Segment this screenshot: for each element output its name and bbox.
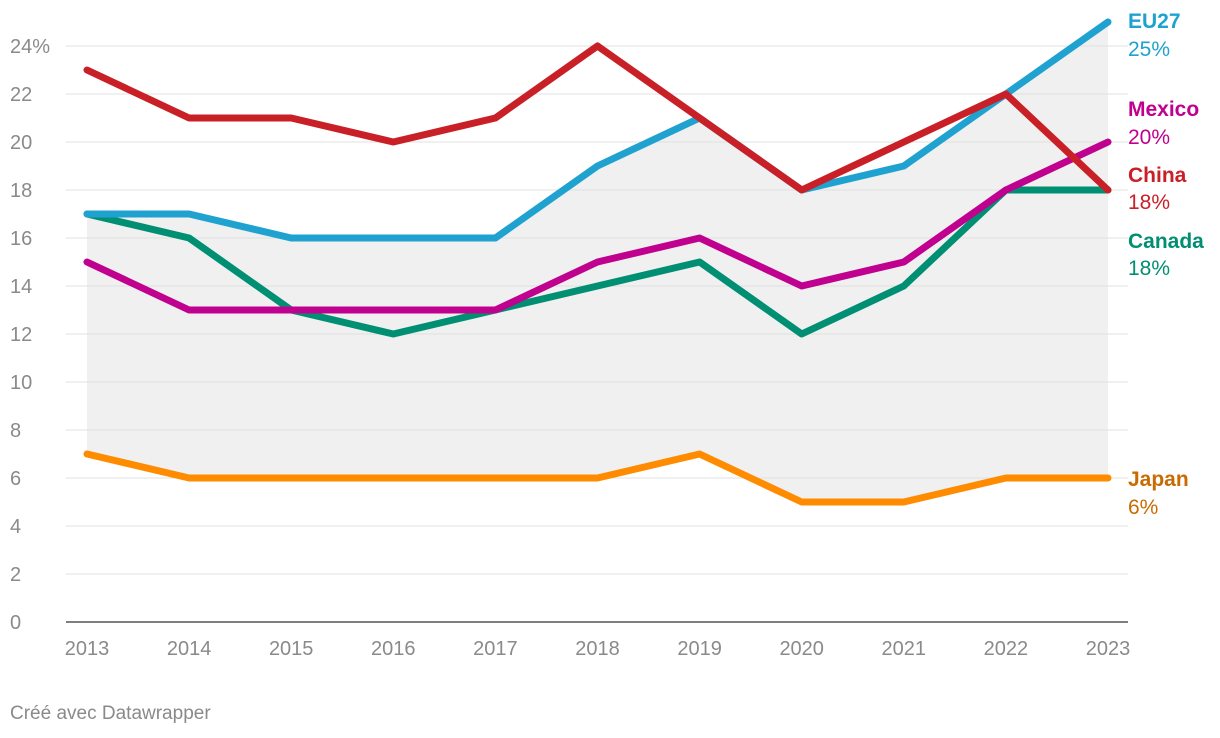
series-value-label-eu27: 25% bbox=[1128, 38, 1170, 61]
x-tick-label: 2017 bbox=[473, 638, 518, 660]
y-tick-label: 6 bbox=[10, 468, 21, 490]
series-value-label-canada: 18% bbox=[1128, 257, 1170, 280]
series-line-japan bbox=[83, 450, 1112, 506]
x-tick-label: 2023 bbox=[1086, 638, 1131, 660]
y-tick-label: 22 bbox=[10, 84, 32, 106]
y-tick-label: 10 bbox=[10, 372, 32, 394]
series-name-label-japan: Japan bbox=[1128, 468, 1189, 491]
x-tick-label: 2018 bbox=[575, 638, 620, 660]
x-tick-label: 2015 bbox=[269, 638, 314, 660]
y-tick-label: 14 bbox=[10, 276, 32, 298]
y-axis-ticks: 0 2 4 6 8 10 12 14 16 18 20 22 24% bbox=[10, 36, 50, 634]
series-line-eu27 bbox=[83, 18, 1112, 242]
x-tick-label: 2016 bbox=[371, 638, 416, 660]
series-end-labels: EU27 25% China 18% Mexico 20% Canada 18% Japan 6% bbox=[1128, 10, 1204, 519]
x-tick-label: 2021 bbox=[882, 638, 927, 660]
series-value-label-china: 18% bbox=[1128, 191, 1170, 214]
y-tick-label: 0 bbox=[10, 612, 21, 634]
y-tick-label: 16 bbox=[10, 228, 32, 250]
y-tick-label: 18 bbox=[10, 180, 32, 202]
series-name-label-mexico: Mexico bbox=[1128, 98, 1199, 121]
x-tick-label: 2014 bbox=[167, 638, 212, 660]
x-axis-ticks: 2013 2014 2015 2016 2017 2018 2019 2020 2021 2022… bbox=[65, 638, 1131, 660]
y-tick-label: 4 bbox=[10, 516, 21, 538]
x-tick-label: 2013 bbox=[65, 638, 110, 660]
series-line-mexico bbox=[83, 138, 1112, 314]
y-tick-label: 8 bbox=[10, 420, 21, 442]
y-tick-label: 20 bbox=[10, 132, 32, 154]
y-tick-label: 12 bbox=[10, 324, 32, 346]
x-tick-label: 2022 bbox=[984, 638, 1029, 660]
series-value-label-mexico: 20% bbox=[1128, 126, 1170, 149]
footer-credit: Créé avec Datawrapper bbox=[10, 703, 211, 724]
y-tick-label: 24% bbox=[10, 36, 50, 58]
series-name-label-china: China bbox=[1128, 164, 1187, 187]
x-tick-label: 2020 bbox=[779, 638, 824, 660]
series-name-label-eu27: EU27 bbox=[1128, 10, 1181, 33]
y-tick-label: 2 bbox=[10, 564, 21, 586]
x-tick-label: 2019 bbox=[677, 638, 722, 660]
series-line-china bbox=[83, 42, 1112, 194]
series-line-canada bbox=[83, 186, 1112, 338]
series-name-label-canada: Canada bbox=[1128, 230, 1204, 253]
series-lines bbox=[83, 18, 1112, 506]
series-value-label-japan: 6% bbox=[1128, 496, 1158, 519]
